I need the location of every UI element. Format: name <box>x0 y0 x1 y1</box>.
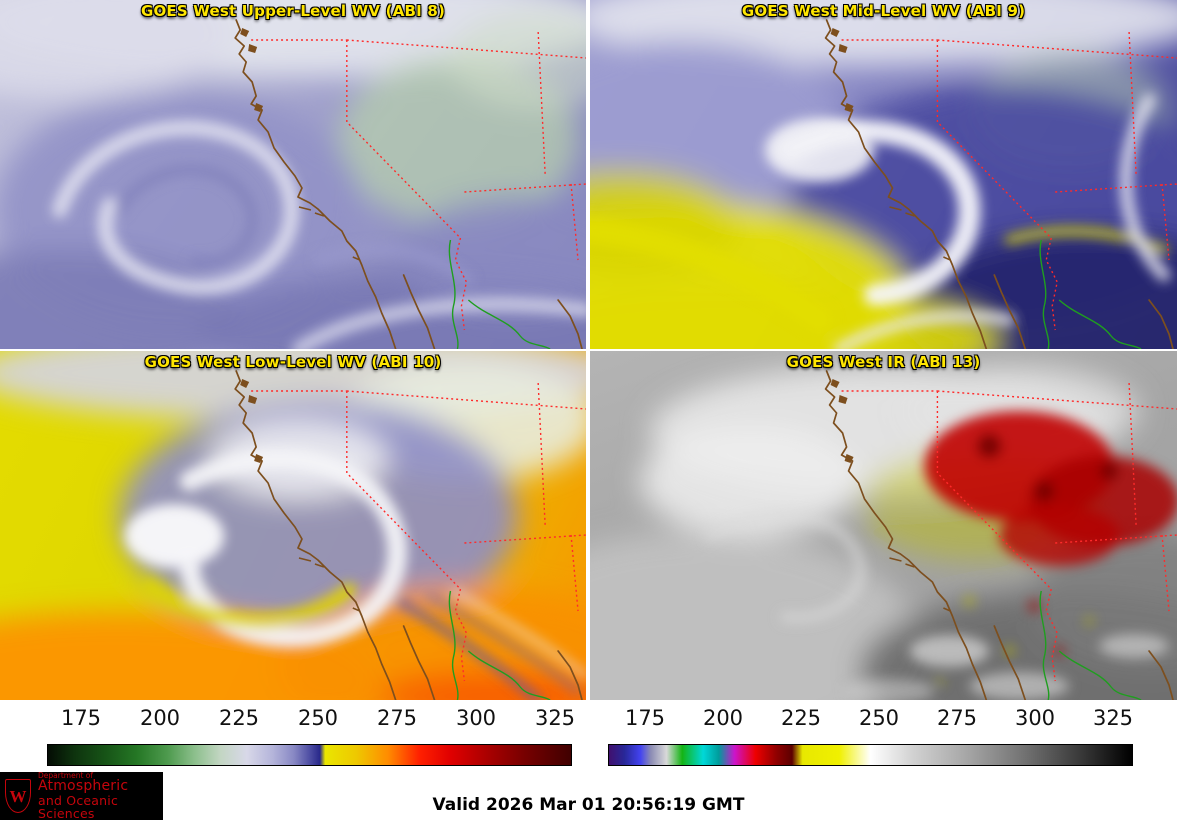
ir-colorbar <box>608 744 1133 766</box>
colorbar-tick-200: 200 <box>702 706 744 730</box>
wv-colorbar <box>47 744 572 766</box>
colorbar-tick-225: 225 <box>780 706 822 730</box>
satellite-image-ir <box>590 366 1177 700</box>
colorbar-tick-300: 300 <box>455 706 497 730</box>
panel-ir: GOES West IR (ABI 13) <box>590 351 1177 700</box>
colorbar-tick-325: 325 <box>1092 706 1134 730</box>
colorbar-tick-325: 325 <box>534 706 576 730</box>
panel-title-low-wv: GOES West Low-Level WV (ABI 10) <box>144 353 442 371</box>
panel-mid-level-wv: GOES West Mid-Level WV (ABI 9) <box>590 0 1177 349</box>
valid-time-label: Valid 2026 Mar 01 20:56:19 GMT <box>432 795 745 815</box>
ir-colorbar-ticks: 175 200 225 250 275 300 325 <box>608 706 1134 736</box>
satellite-image-mid-wv <box>590 0 1177 349</box>
logo-dept-line: Department of <box>38 770 93 780</box>
uw-crest-icon: W <box>5 779 31 813</box>
colorbar-tick-275: 275 <box>376 706 418 730</box>
colorbar-tick-175: 175 <box>624 706 666 730</box>
wv-colorbar-ticks: 175 200 225 250 275 300 325 <box>47 706 575 736</box>
satellite-image-low-wv <box>0 351 586 700</box>
panel-low-level-wv: GOES West Low-Level WV (ABI 10) <box>0 351 586 700</box>
panel-upper-level-wv: GOES West Upper-Level WV (ABI 8) <box>0 0 586 349</box>
colorbar-tick-200: 200 <box>139 706 181 730</box>
uw-crest-letter: W <box>9 786 27 806</box>
aos-department-logo: W Department of Atmospheric and Oceanic … <box>0 770 163 821</box>
logo-line-atmospheric: Atmospheric <box>38 778 129 795</box>
logo-line-oceanic: and Oceanic Sciences <box>38 793 119 821</box>
colorbar-tick-250: 250 <box>297 706 339 730</box>
colorbar-tick-225: 225 <box>218 706 260 730</box>
panel-title-upper-wv: GOES West Upper-Level WV (ABI 8) <box>140 2 446 20</box>
logo-text: Department of Atmospheric and Oceanic Sc… <box>38 770 163 821</box>
colorbar-tick-250: 250 <box>858 706 900 730</box>
satellite-image-upper-wv <box>0 0 586 349</box>
colorbar-tick-300: 300 <box>1014 706 1056 730</box>
colorbar-tick-275: 275 <box>936 706 978 730</box>
panel-title-ir: GOES West IR (ABI 13) <box>786 353 981 371</box>
footer-strip: 175 200 225 250 275 300 325 175 200 225 250 275 300… <box>0 700 1177 820</box>
colorbar-tick-175: 175 <box>60 706 102 730</box>
satellite-grid: GOES West Upper-Level WV (ABI 8) <box>0 0 1177 700</box>
panel-title-mid-wv: GOES West Mid-Level WV (ABI 9) <box>741 2 1026 20</box>
